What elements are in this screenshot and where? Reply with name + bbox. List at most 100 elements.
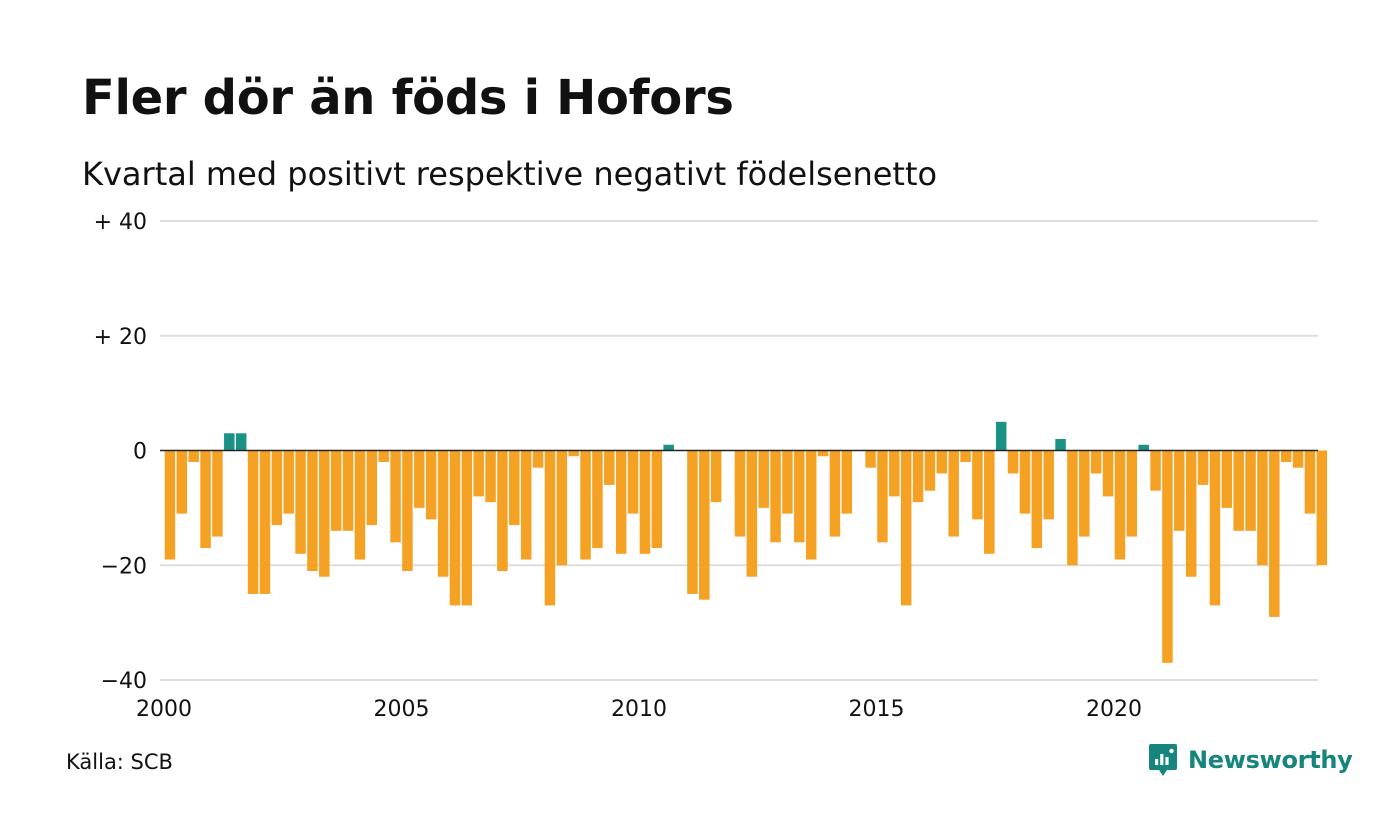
bar-negative xyxy=(259,450,271,594)
bar-negative xyxy=(271,450,283,526)
bar-negative xyxy=(972,450,983,520)
bar-negative xyxy=(473,450,484,497)
bar-negative xyxy=(1174,450,1185,531)
bar-negative xyxy=(794,450,805,543)
bar-layer xyxy=(164,421,1328,663)
bar-negative xyxy=(936,450,948,474)
bar-negative xyxy=(307,450,318,571)
bar-negative xyxy=(1185,450,1197,577)
bar-negative xyxy=(710,450,722,503)
bar-negative xyxy=(900,450,912,606)
bar-positive xyxy=(224,433,235,451)
chart-title: Fler dör än föds i Hofors xyxy=(82,70,734,126)
bar-negative xyxy=(1090,450,1102,474)
bar-negative xyxy=(877,450,888,543)
y-axis-labels: + 40 + 20 0 −20 −40 xyxy=(94,210,147,694)
bar-negative xyxy=(758,450,769,508)
bar-negative xyxy=(639,450,651,554)
bar-negative xyxy=(485,450,496,503)
bar-negative xyxy=(556,450,568,566)
bar-negative xyxy=(699,450,710,600)
bar-negative xyxy=(1197,450,1209,485)
bar-negative xyxy=(829,450,841,537)
bar-chart: + 40 + 20 0 −20 −40 2000 2005 2010 2015 2020 xyxy=(94,210,1328,722)
bar-negative xyxy=(319,450,330,577)
bar-negative xyxy=(461,450,473,606)
bar-positive xyxy=(995,421,1007,451)
bar-negative xyxy=(425,450,437,520)
bar-negative xyxy=(568,450,579,457)
bar-negative xyxy=(615,450,627,554)
bar-negative xyxy=(1067,450,1078,566)
source-note: Källa: SCB xyxy=(66,750,173,774)
bar-negative xyxy=(1280,450,1292,462)
bar-negative xyxy=(948,450,959,537)
bar-negative xyxy=(164,450,176,560)
y-tick-label: + 20 xyxy=(94,325,147,350)
bar-negative xyxy=(592,450,603,549)
bar-negative xyxy=(1150,450,1161,491)
bar-negative xyxy=(580,450,591,560)
bar-negative xyxy=(746,450,758,577)
bar-negative xyxy=(1316,450,1328,566)
bar-negative xyxy=(1031,450,1043,549)
bar-negative xyxy=(509,450,520,526)
bar-negative xyxy=(1019,450,1031,514)
bar-negative xyxy=(912,450,924,503)
bar-negative xyxy=(627,450,639,514)
bar-negative xyxy=(734,450,746,537)
bar-negative xyxy=(330,450,342,531)
bar-negative xyxy=(354,450,366,560)
bar-positive xyxy=(235,433,247,451)
bar-negative xyxy=(889,450,900,497)
bar-negative xyxy=(366,450,378,526)
bar-negative xyxy=(532,450,544,468)
bar-negative xyxy=(1292,450,1304,468)
x-tick-label: 2005 xyxy=(374,697,430,722)
bar-negative xyxy=(283,450,294,514)
bar-negative xyxy=(1304,450,1316,514)
bar-negative xyxy=(1233,450,1244,531)
y-tick-label: −20 xyxy=(101,554,147,579)
y-tick-label: + 40 xyxy=(94,210,147,235)
bar-negative xyxy=(1126,450,1138,537)
bar-negative xyxy=(247,450,259,594)
x-axis-labels: 2000 2005 2010 2015 2020 xyxy=(136,697,1142,722)
bar-negative xyxy=(604,450,615,485)
bar-positive xyxy=(663,444,674,451)
bar-negative xyxy=(390,450,401,543)
bar-negative xyxy=(1221,450,1233,508)
x-tick-label: 2010 xyxy=(611,697,667,722)
bar-negative xyxy=(437,450,449,577)
bar-negative xyxy=(924,450,936,491)
bar-negative xyxy=(497,450,508,571)
bar-positive xyxy=(1055,439,1066,451)
bar-negative xyxy=(1043,450,1054,520)
bar-negative xyxy=(342,450,354,531)
bar-negative xyxy=(782,450,793,514)
bar-negative xyxy=(188,450,199,462)
chart-subtitle: Kvartal med positivt respektive negativt… xyxy=(82,155,938,193)
y-tick-label: −40 xyxy=(101,669,147,694)
bar-negative xyxy=(200,450,211,549)
bar-negative xyxy=(402,450,413,571)
bar-negative xyxy=(295,450,306,554)
bar-negative xyxy=(865,450,876,468)
bar-negative xyxy=(1162,450,1173,663)
bar-negative xyxy=(817,450,829,457)
grid-layer xyxy=(160,220,1318,681)
bar-negative xyxy=(378,450,389,462)
bar-negative xyxy=(960,450,971,462)
newsworthy-logo[interactable]: Newsworthy xyxy=(1148,742,1353,778)
bar-negative xyxy=(805,450,817,560)
bar-negative xyxy=(984,450,995,554)
bar-negative xyxy=(1007,450,1019,474)
bar-negative xyxy=(1257,450,1268,566)
newsworthy-logo-text: Newsworthy xyxy=(1188,746,1353,774)
bar-negative xyxy=(176,450,188,514)
bar-negative xyxy=(651,450,663,549)
bar-positive xyxy=(1138,444,1149,451)
bar-negative xyxy=(1209,450,1221,606)
bar-negative xyxy=(544,450,556,606)
bar-negative xyxy=(841,450,853,514)
